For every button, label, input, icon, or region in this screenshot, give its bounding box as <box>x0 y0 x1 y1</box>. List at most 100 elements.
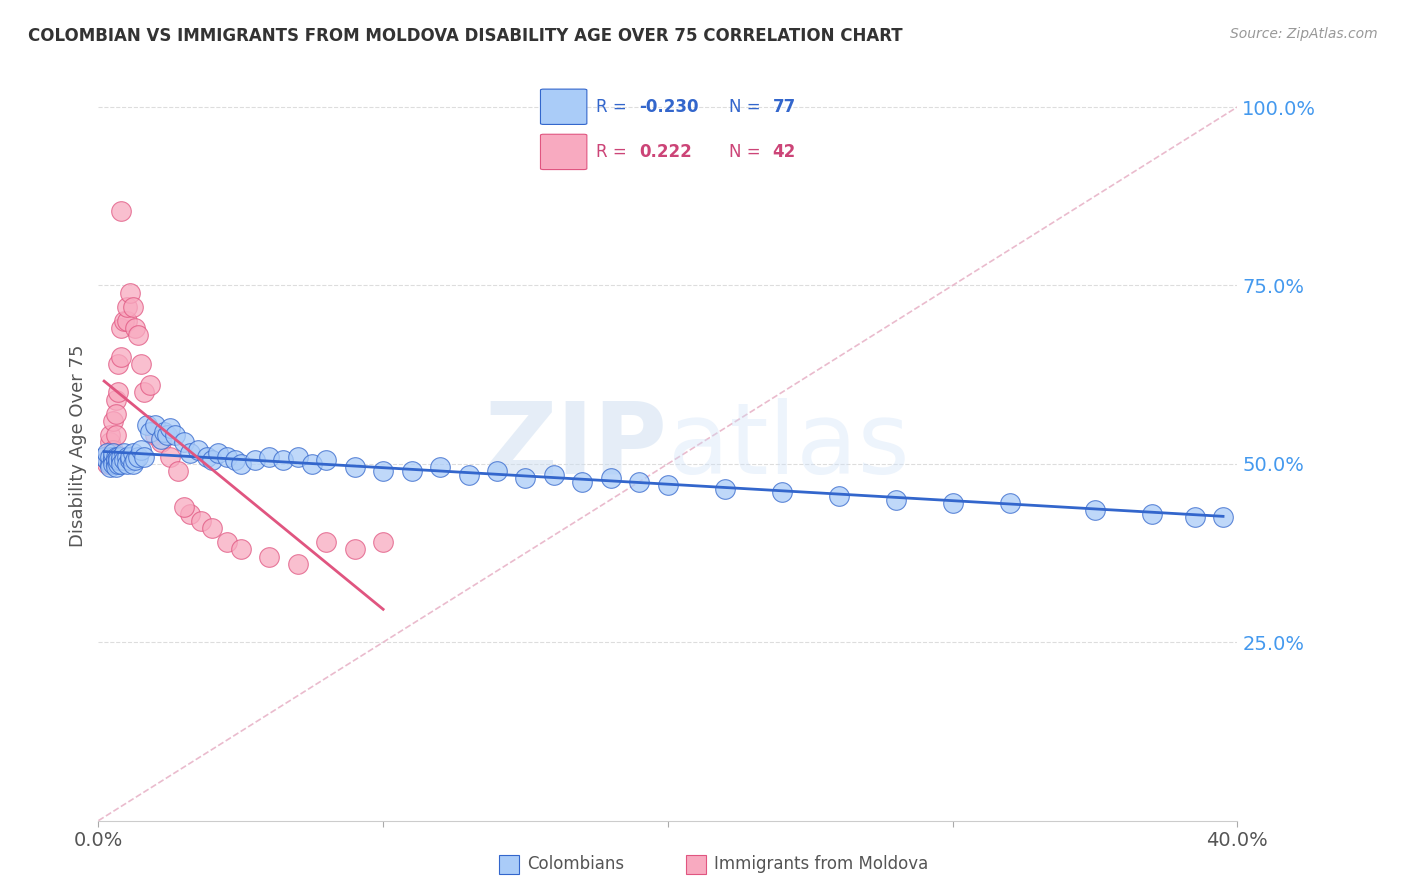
Point <box>101 446 124 460</box>
Point <box>195 450 218 464</box>
Point <box>107 357 129 371</box>
Point <box>179 446 201 460</box>
Text: Colombians: Colombians <box>527 855 624 873</box>
Point <box>101 442 124 457</box>
Point <box>714 482 737 496</box>
Point <box>156 428 179 442</box>
Point <box>104 407 127 421</box>
Point <box>129 357 152 371</box>
Point <box>112 446 135 460</box>
Point <box>179 507 201 521</box>
Point <box>167 464 190 478</box>
Point <box>401 464 423 478</box>
Point <box>600 471 623 485</box>
Point <box>215 450 238 464</box>
Point <box>121 300 143 314</box>
Point <box>96 446 118 460</box>
Point <box>287 450 309 464</box>
Point <box>115 457 138 471</box>
Point <box>315 453 337 467</box>
Point <box>373 464 395 478</box>
Point <box>104 450 127 464</box>
Point <box>159 421 181 435</box>
Point <box>259 450 281 464</box>
Point <box>110 203 132 218</box>
Point <box>229 542 252 557</box>
Point <box>138 425 160 439</box>
Point <box>1212 510 1234 524</box>
Point <box>273 453 295 467</box>
Point <box>101 414 124 428</box>
Point <box>110 321 132 335</box>
Point <box>104 392 127 407</box>
Point <box>118 285 141 300</box>
Text: atlas: atlas <box>668 398 910 494</box>
Point <box>98 435 121 450</box>
Point <box>112 314 135 328</box>
Point <box>1140 507 1163 521</box>
Point <box>159 450 181 464</box>
Point <box>207 446 229 460</box>
Point <box>127 450 149 464</box>
Point <box>201 453 224 467</box>
Point <box>112 453 135 467</box>
Point <box>110 350 132 364</box>
Point <box>201 521 224 535</box>
Point <box>373 535 395 549</box>
Point <box>657 478 679 492</box>
Point <box>107 453 129 467</box>
Point <box>101 446 124 460</box>
Point <box>135 417 157 432</box>
Point <box>343 542 366 557</box>
Text: Immigrants from Moldova: Immigrants from Moldova <box>714 855 928 873</box>
Point <box>115 314 138 328</box>
Point <box>98 450 121 464</box>
Point <box>429 460 451 475</box>
Point <box>315 535 337 549</box>
Point <box>150 435 173 450</box>
Text: 42: 42 <box>772 143 796 161</box>
Point <box>187 442 209 457</box>
Text: 0.222: 0.222 <box>640 143 692 161</box>
Point <box>165 428 187 442</box>
Point <box>486 464 509 478</box>
Text: ZIP: ZIP <box>485 398 668 494</box>
Point <box>145 417 167 432</box>
Text: 77: 77 <box>772 98 796 116</box>
Point <box>98 457 121 471</box>
Point <box>628 475 651 489</box>
Point <box>571 475 593 489</box>
Point <box>884 492 907 507</box>
Point <box>96 457 118 471</box>
Point <box>101 457 124 471</box>
Point <box>173 435 195 450</box>
Point <box>942 496 965 510</box>
Point <box>301 457 323 471</box>
Point <box>98 460 121 475</box>
Point <box>543 467 565 482</box>
Point <box>110 457 132 471</box>
Point <box>124 453 146 467</box>
Point <box>104 428 127 442</box>
Point <box>145 428 167 442</box>
Point <box>115 450 138 464</box>
Point <box>127 328 149 343</box>
FancyBboxPatch shape <box>540 134 586 169</box>
Point <box>101 450 124 464</box>
Point <box>343 460 366 475</box>
Point <box>124 321 146 335</box>
Point <box>104 457 127 471</box>
Point <box>104 460 127 475</box>
Point <box>173 500 195 514</box>
Point <box>1184 510 1206 524</box>
Point <box>828 489 851 503</box>
Text: R =: R = <box>596 98 633 116</box>
Point <box>118 450 141 464</box>
Point <box>121 457 143 471</box>
Point <box>215 535 238 549</box>
Point <box>101 453 124 467</box>
Text: N =: N = <box>730 143 766 161</box>
Text: COLOMBIAN VS IMMIGRANTS FROM MOLDOVA DISABILITY AGE OVER 75 CORRELATION CHART: COLOMBIAN VS IMMIGRANTS FROM MOLDOVA DIS… <box>28 27 903 45</box>
Point <box>115 300 138 314</box>
Point <box>153 425 176 439</box>
